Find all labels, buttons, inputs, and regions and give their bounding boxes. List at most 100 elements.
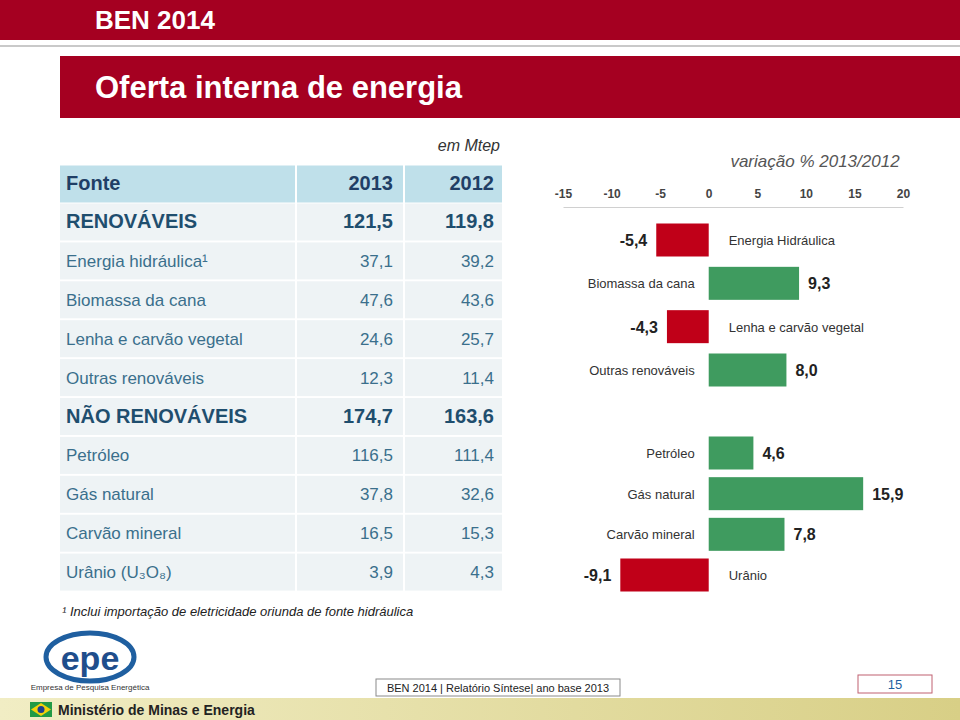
table-cell <box>405 242 502 279</box>
bar <box>667 310 709 343</box>
table-cell-text: Energia hidráulica¹ <box>66 252 208 271</box>
data-label: 9,3 <box>808 275 830 292</box>
bar <box>620 559 708 592</box>
data-label: 7,8 <box>793 526 815 543</box>
tick-label: -10 <box>603 187 621 201</box>
table-cell-text: 4,3 <box>470 563 494 582</box>
table-cell-text: Biomassa da cana <box>66 291 206 310</box>
data-label: 4,6 <box>762 445 784 462</box>
table-cell <box>297 437 403 474</box>
table-cell <box>60 320 295 357</box>
bar <box>709 518 785 551</box>
footer: epeEmpresa de Pesquisa EnergéticaMinisté… <box>0 633 960 720</box>
table-cell <box>60 281 295 318</box>
slide: BEN 2014 Oferta interna de energia em Mtep… <box>0 0 960 720</box>
category-label: Urânio <box>729 568 767 583</box>
ministry: Ministério de Minas e Energia <box>58 702 255 718</box>
flag <box>30 702 52 717</box>
table-group-cell: RENOVÁVEIS <box>66 210 197 232</box>
table-cell <box>405 320 502 357</box>
chart: variação % 2013/2012-15-10-505101520Ener… <box>555 152 911 592</box>
footer-band <box>0 698 960 720</box>
category-label: Energia Hidráulica <box>729 233 836 248</box>
bar <box>709 267 799 300</box>
logo-ring <box>46 633 134 681</box>
footnote: ¹ Inclui importação de eletricidade oriu… <box>62 604 413 619</box>
table-cell-text: 32,6 <box>461 485 494 504</box>
table-cell <box>60 515 295 552</box>
tick: 15 <box>848 187 862 207</box>
tick-label: -5 <box>655 187 666 201</box>
table-group-cell: 163,6 <box>444 405 494 427</box>
table-cell-text: 12,3 <box>360 369 393 388</box>
table-cell-text: 16,5 <box>360 524 393 543</box>
tick: -5 <box>655 187 666 207</box>
table-cell-text: 37,1 <box>360 252 393 271</box>
x-axis: -15-10-505101520 <box>555 187 911 208</box>
table-cell-text: 111,4 <box>454 446 494 465</box>
report-box <box>376 679 620 696</box>
category-label: Petróleo <box>646 446 694 461</box>
table-cell <box>60 166 295 203</box>
page-box <box>858 675 932 693</box>
table-group-cell: 119,8 <box>445 210 494 232</box>
tick-label: 0 <box>706 187 713 201</box>
table-cell <box>60 554 295 591</box>
table-cell <box>297 281 403 318</box>
table-cell-text: 25,7 <box>461 330 494 349</box>
tick: 10 <box>800 187 814 207</box>
page-number: 15 <box>888 677 902 692</box>
table-cell <box>297 359 403 396</box>
tick-label: 10 <box>800 187 814 201</box>
table-cell-text: Lenha e carvão vegetal <box>66 330 243 349</box>
table-cell <box>405 554 502 591</box>
table-cell <box>60 359 295 396</box>
table-cell <box>405 437 502 474</box>
table-cell <box>297 554 403 591</box>
table-cell-text: Gás natural <box>66 485 154 504</box>
flag-diamond <box>31 703 51 716</box>
header-label: BEN 2014 <box>95 5 215 35</box>
table-cell <box>405 281 502 318</box>
tick-label: 5 <box>754 187 761 201</box>
logo-caption: Empresa de Pesquisa Energética <box>31 683 150 692</box>
table-cell <box>60 204 295 241</box>
category-label: Outras renováveis <box>589 363 695 378</box>
category-label: Biomassa da cana <box>588 276 696 291</box>
flag-globe <box>38 706 45 713</box>
table-group-cell: NÃO RENOVÁVEIS <box>66 405 247 427</box>
table-cell <box>60 476 295 513</box>
table-cell <box>297 515 403 552</box>
category-label: Lenha e carvão vegetal <box>729 320 864 335</box>
table-cell-text: Petróleo <box>66 446 129 465</box>
category-label: Carvão mineral <box>607 527 695 542</box>
bar <box>656 224 708 257</box>
table-unit: em Mtep <box>438 137 500 154</box>
data-label: 8,0 <box>795 362 817 379</box>
table-cell <box>60 437 295 474</box>
bar <box>709 354 787 387</box>
table-cell-text: 15,3 <box>461 524 494 543</box>
tick-label: -15 <box>555 187 573 201</box>
table-group-cell: 121,5 <box>343 210 393 232</box>
category-label: Gás natural <box>628 487 695 502</box>
table-cell-text: 3,9 <box>369 563 393 582</box>
table-cell <box>297 242 403 279</box>
table: em Mtep Fonte 2013 2012 RENOVÁVEIS 121,5 119,8… <box>60 137 502 591</box>
table-header: 2012 <box>450 172 495 194</box>
table-cell <box>405 166 502 203</box>
table-cell-text: 37,8 <box>360 485 393 504</box>
axis-line <box>564 207 904 208</box>
bar <box>709 477 863 510</box>
table-cell-text: 116,5 <box>352 446 393 465</box>
table-cell-text: Carvão mineral <box>66 524 181 543</box>
slide-title: Oferta interna de energia <box>95 70 463 105</box>
table-header: Fonte <box>66 172 120 194</box>
table-cell-text: Urânio (U₃O₈) <box>66 563 172 582</box>
tick: 5 <box>754 187 761 207</box>
table-cell <box>297 166 403 203</box>
header-rule <box>0 45 960 47</box>
table-cell-text: 24,6 <box>360 330 393 349</box>
table-cell <box>405 204 502 241</box>
table-header: 2013 <box>349 172 394 194</box>
